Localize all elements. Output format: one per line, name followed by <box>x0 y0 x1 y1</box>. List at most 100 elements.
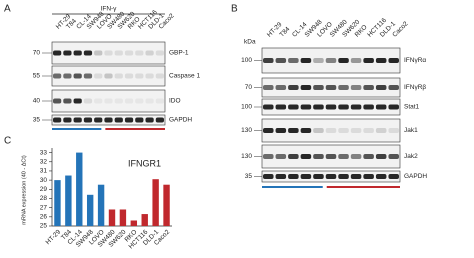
band <box>363 174 374 179</box>
bar <box>108 209 116 226</box>
protein-label: Jak1 <box>404 127 418 134</box>
y-tick-label: 29 <box>40 186 48 193</box>
band <box>135 73 144 79</box>
band <box>114 117 123 123</box>
band <box>155 50 164 56</box>
band <box>104 50 113 56</box>
marker-label: 55 <box>33 73 41 80</box>
band <box>73 50 82 56</box>
band <box>350 128 362 133</box>
protein-label: IFNγRβ <box>404 84 426 91</box>
panel-label: B <box>231 4 238 15</box>
band <box>73 73 82 79</box>
band <box>145 117 154 123</box>
band <box>363 104 374 110</box>
band <box>263 58 274 63</box>
band <box>63 50 72 56</box>
band <box>135 117 144 123</box>
bar <box>76 152 83 226</box>
protein-label: IDO <box>169 98 181 105</box>
band <box>288 85 299 90</box>
y-tick-label: 31 <box>40 168 48 175</box>
band <box>388 174 399 179</box>
band <box>275 58 287 63</box>
protein-label: Caspase 1 <box>169 73 200 80</box>
band <box>63 117 72 123</box>
band <box>375 154 387 159</box>
band <box>300 128 312 133</box>
protein-label: Jak2 <box>404 153 418 160</box>
marker-label: 100 <box>241 104 252 111</box>
band <box>114 73 123 79</box>
band <box>300 85 312 90</box>
marker-label: 70 <box>33 50 41 57</box>
band <box>63 73 72 79</box>
band <box>288 154 299 159</box>
marker-label: 35 <box>245 173 253 180</box>
band <box>338 174 349 179</box>
band <box>94 117 103 123</box>
band <box>388 58 399 63</box>
band <box>83 50 93 56</box>
band <box>275 104 287 110</box>
band <box>155 73 164 79</box>
panel-label: A <box>4 4 11 15</box>
bar <box>86 194 94 226</box>
protein-label: Stat1 <box>404 104 420 111</box>
band <box>388 154 399 159</box>
band <box>325 58 337 63</box>
band <box>145 98 154 104</box>
band <box>263 104 274 110</box>
y-tick-label: 26 <box>40 214 48 221</box>
bar <box>152 179 159 226</box>
band <box>288 174 299 179</box>
band <box>338 104 349 110</box>
band <box>83 117 93 123</box>
band <box>300 104 312 110</box>
band <box>338 58 349 63</box>
band <box>94 98 103 104</box>
band <box>73 117 82 123</box>
band <box>83 98 93 104</box>
band <box>363 154 374 159</box>
band <box>104 117 113 123</box>
bar <box>97 184 105 226</box>
band <box>388 85 399 90</box>
band <box>350 174 362 179</box>
band <box>73 98 82 104</box>
band <box>375 174 387 179</box>
band <box>288 104 299 110</box>
band <box>145 50 154 56</box>
band <box>350 154 362 159</box>
band <box>53 98 62 104</box>
band <box>145 73 154 79</box>
band <box>155 98 164 104</box>
band <box>275 174 287 179</box>
y-axis-label: mRNA expression (40 - ΔCt) <box>21 155 27 225</box>
marker-label: 130 <box>241 127 252 134</box>
band <box>313 85 324 90</box>
band <box>350 58 362 63</box>
band <box>135 98 144 104</box>
chart-title: IFNGR1 <box>128 158 161 168</box>
band <box>114 50 123 56</box>
protein-label: GBP-1 <box>169 50 189 57</box>
band <box>94 73 103 79</box>
band <box>338 128 349 133</box>
band <box>388 128 399 133</box>
band <box>275 128 287 133</box>
band <box>263 128 274 133</box>
band <box>53 73 62 79</box>
band <box>53 117 62 123</box>
band <box>53 50 62 56</box>
band <box>375 58 387 63</box>
band <box>338 154 349 159</box>
band <box>104 73 113 79</box>
band <box>388 104 399 110</box>
y-tick-label: 32 <box>40 158 48 165</box>
band <box>313 58 324 63</box>
band <box>124 50 134 56</box>
y-tick-label: 27 <box>40 204 48 211</box>
band <box>325 154 337 159</box>
